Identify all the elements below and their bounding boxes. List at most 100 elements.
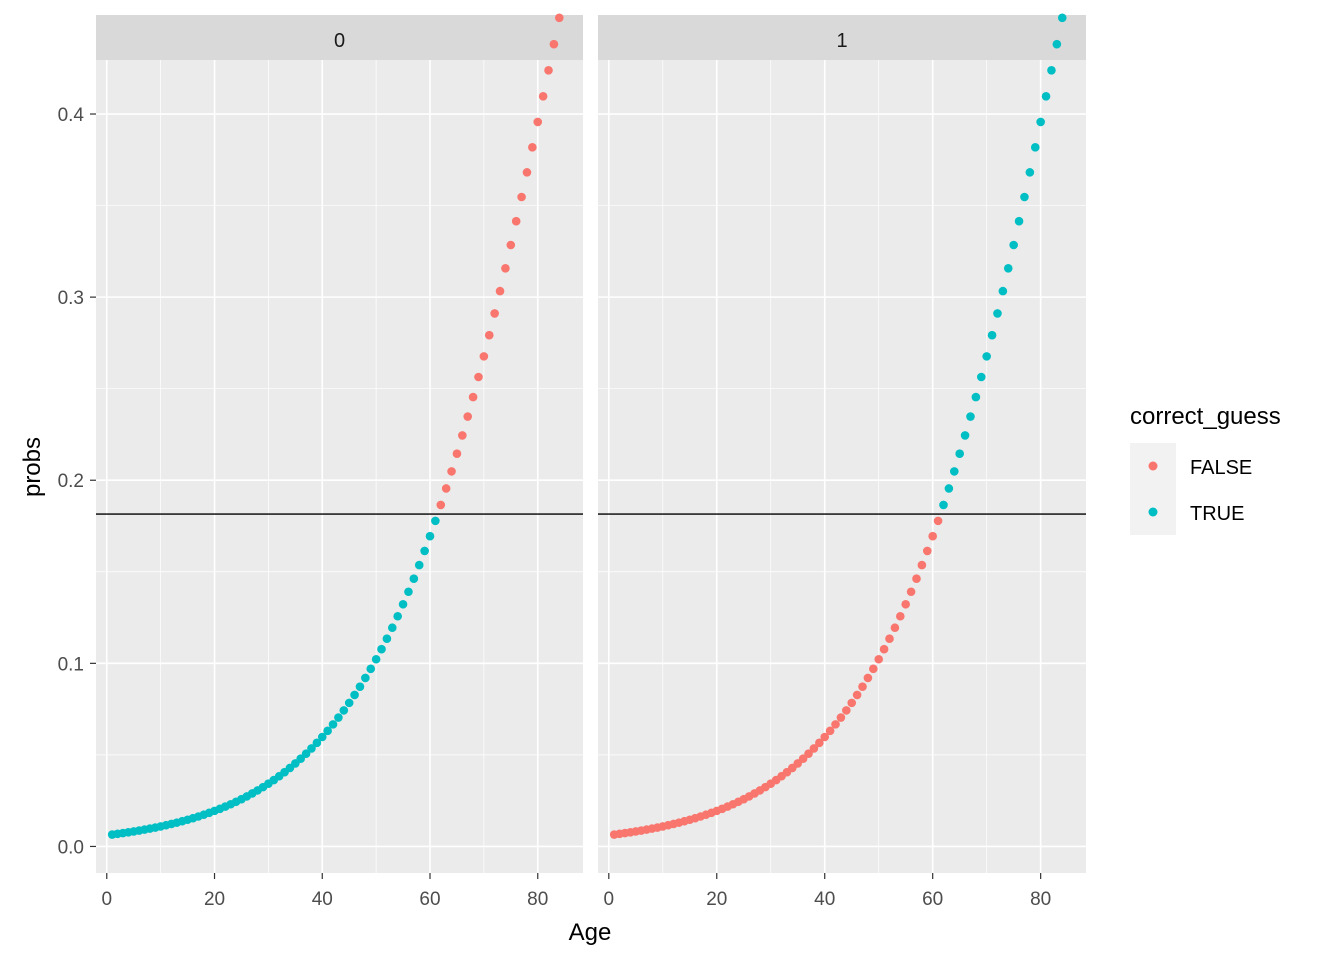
x-tick-label: 20 xyxy=(706,889,727,910)
data-point xyxy=(885,634,894,644)
data-point xyxy=(344,698,354,708)
data-point xyxy=(879,644,889,654)
data-point xyxy=(522,168,532,177)
data-point xyxy=(1025,168,1035,177)
data-point xyxy=(847,698,857,708)
data-point xyxy=(307,744,316,753)
data-point xyxy=(1014,216,1024,226)
data-point xyxy=(436,500,446,510)
data-point xyxy=(355,682,365,691)
data-point xyxy=(982,352,991,361)
data-point xyxy=(301,749,311,758)
data-point xyxy=(463,412,473,421)
data-point xyxy=(825,726,835,736)
data-point xyxy=(842,706,851,715)
y-tick-label: 0.3 xyxy=(58,288,84,309)
data-point xyxy=(479,352,489,361)
data-point xyxy=(809,744,819,753)
data-point xyxy=(922,546,932,556)
data-point xyxy=(387,623,397,633)
x-tick-label: 0 xyxy=(101,889,112,910)
data-point xyxy=(366,664,376,674)
data-point xyxy=(976,372,986,382)
data-point xyxy=(458,431,467,440)
x-axis-title: Age xyxy=(569,919,612,946)
data-point xyxy=(554,13,564,23)
y-tick-label: 0.4 xyxy=(58,105,85,126)
data-point xyxy=(928,531,937,541)
panel-background-1 xyxy=(598,60,1086,873)
data-point xyxy=(312,738,322,748)
legend-key-false xyxy=(1148,461,1158,471)
data-point xyxy=(874,654,884,664)
x-tick-label: 20 xyxy=(204,889,225,910)
legend: correct_guess FALSE TRUE xyxy=(1130,403,1281,535)
data-point xyxy=(1020,192,1029,202)
x-tick-label: 60 xyxy=(922,889,943,910)
data-point xyxy=(528,143,537,152)
data-point xyxy=(944,484,954,493)
x-tick-label: 80 xyxy=(527,889,548,910)
data-point xyxy=(1003,263,1013,273)
data-point xyxy=(1057,13,1067,23)
panel-background-0 xyxy=(96,60,583,873)
data-point xyxy=(420,546,429,556)
x-tick-label: 80 xyxy=(1030,889,1051,910)
data-point xyxy=(393,611,402,621)
data-point xyxy=(901,599,910,609)
data-point xyxy=(1030,143,1040,152)
data-point xyxy=(896,611,905,621)
data-point xyxy=(538,91,548,101)
data-point xyxy=(334,713,343,722)
data-point xyxy=(960,431,970,440)
data-point xyxy=(323,726,332,736)
facet-strip-label-1: 1 xyxy=(836,30,847,52)
data-point xyxy=(339,706,349,715)
data-point xyxy=(869,664,878,674)
data-point xyxy=(906,587,916,597)
data-point xyxy=(549,39,559,49)
data-point xyxy=(447,467,456,476)
data-point xyxy=(296,754,306,763)
data-point xyxy=(993,309,1002,318)
data-point xyxy=(852,690,862,700)
data-point xyxy=(1041,91,1051,101)
data-point xyxy=(425,531,435,541)
y-axis-title: probs xyxy=(19,437,46,497)
data-point xyxy=(544,66,553,75)
data-point xyxy=(955,449,964,459)
data-point xyxy=(371,654,381,664)
facet-panel-1: 1 0 20 40 60 80 xyxy=(598,13,1086,910)
x-tick-label: 40 xyxy=(312,889,333,910)
legend-label-false: FALSE xyxy=(1190,457,1252,479)
data-point xyxy=(987,330,997,340)
data-point xyxy=(474,372,483,382)
data-point xyxy=(511,216,521,226)
data-point xyxy=(495,286,505,296)
y-tick-label: 0.1 xyxy=(58,654,84,675)
data-point xyxy=(798,754,808,763)
x-tick-label: 60 xyxy=(419,889,440,910)
facet-strip-1 xyxy=(598,15,1086,60)
data-point xyxy=(1009,240,1018,250)
legend-key-true xyxy=(1148,507,1158,517)
data-point xyxy=(361,673,370,683)
facet-strip-0 xyxy=(96,15,583,60)
data-point xyxy=(484,330,494,340)
facet-panel-0: 0 0 20 40 60 80 0.0 0.1 0.2 0.3 0.4 xyxy=(58,13,583,910)
x-tick-label: 40 xyxy=(814,889,835,910)
data-point xyxy=(890,623,900,633)
data-point xyxy=(404,587,413,597)
data-point xyxy=(398,599,408,609)
data-point xyxy=(431,516,440,526)
data-point xyxy=(815,738,824,748)
data-point xyxy=(971,392,981,402)
data-point xyxy=(917,560,927,570)
data-point xyxy=(414,560,424,570)
data-point xyxy=(949,467,959,476)
data-point xyxy=(998,286,1008,296)
data-point xyxy=(1052,39,1062,49)
y-tick-label: 0.0 xyxy=(58,837,84,858)
data-point xyxy=(831,720,840,729)
data-point xyxy=(468,392,478,402)
